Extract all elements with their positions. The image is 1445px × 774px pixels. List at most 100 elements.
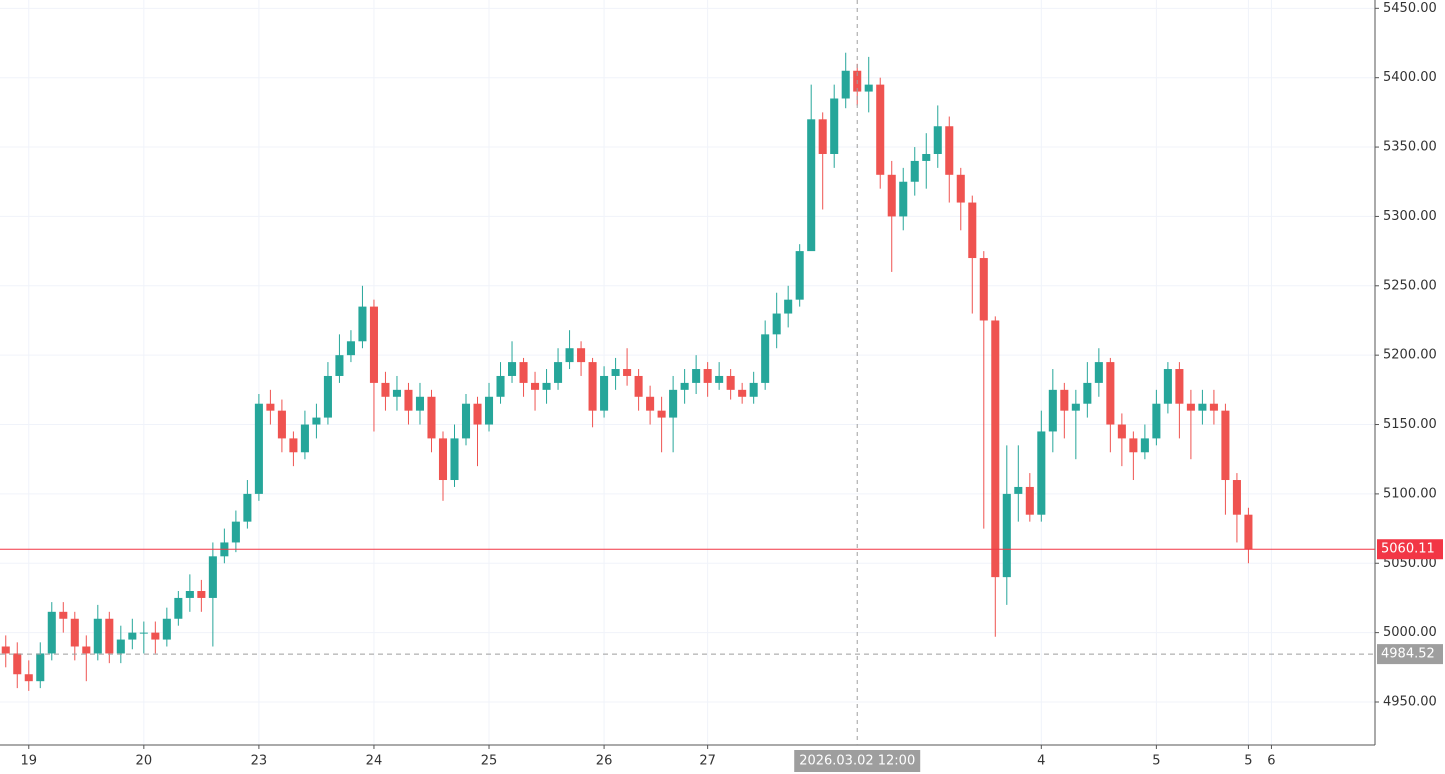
candle-body [1106, 362, 1115, 425]
candle-body [323, 375, 332, 418]
candle-body [1094, 362, 1103, 383]
candle-body [151, 632, 160, 640]
candle-body [266, 403, 275, 411]
x-tick-label: 5 [1244, 754, 1252, 769]
candle-body [807, 119, 816, 252]
candle-body [415, 396, 425, 411]
candle-body [335, 355, 344, 376]
candle-body [484, 396, 494, 425]
candle-body [979, 258, 988, 321]
marked-price-label: 4984.52 [1381, 647, 1435, 662]
candle-body [128, 632, 137, 640]
candle-body [1209, 403, 1218, 411]
crosshair-label: 2026.03.02 12:00 [799, 754, 915, 769]
candle-body [956, 174, 965, 203]
candle-body [1175, 369, 1184, 404]
candle-body [243, 493, 252, 522]
candle-body [36, 653, 45, 682]
candle-body [47, 611, 56, 654]
candle-body [312, 417, 321, 425]
candle-body [749, 382, 758, 397]
candle-body [24, 674, 33, 682]
candle-body [1060, 389, 1069, 411]
candle-body [680, 382, 689, 390]
candle-body [1198, 403, 1207, 411]
candle-body [208, 556, 217, 598]
candle-body [289, 438, 298, 453]
candle-body [945, 126, 954, 175]
candle-body [70, 618, 79, 647]
candle-body [346, 341, 355, 356]
candle-body [1129, 438, 1138, 453]
candle-body [922, 153, 931, 161]
candle-body [1152, 403, 1161, 439]
candle-body [542, 382, 551, 390]
candle-body [991, 320, 1000, 578]
y-tick-label: 5250.00 [1383, 278, 1437, 293]
candle-body [381, 382, 390, 397]
candle-body [59, 611, 68, 619]
candle-body [738, 389, 747, 397]
candle-body [565, 348, 574, 363]
candle-body [1014, 486, 1023, 494]
candle-body [1221, 410, 1230, 481]
candle-body [899, 181, 908, 217]
x-tick-label: 27 [699, 754, 716, 769]
candle-body [508, 362, 517, 376]
candle-body [162, 618, 171, 640]
candle-body [93, 618, 102, 654]
candle-body [864, 84, 873, 92]
candle-body [588, 362, 597, 411]
x-tick-label: 20 [136, 754, 153, 769]
x-tick-label: 6 [1267, 754, 1275, 769]
candle-body [1083, 382, 1092, 404]
candle-body [1, 646, 10, 654]
candle-body [1163, 369, 1172, 404]
candle-body [554, 362, 563, 383]
candle-body [830, 98, 839, 154]
y-tick-label: 5200.00 [1383, 348, 1437, 363]
candle-body [450, 438, 459, 481]
candle-body [600, 375, 609, 411]
candle-body [461, 403, 471, 439]
x-tick-label: 4 [1037, 754, 1045, 769]
y-tick-label: 5450.00 [1383, 1, 1437, 16]
candle-body [300, 424, 309, 453]
candle-body [197, 591, 206, 598]
candle-body [634, 375, 643, 397]
candle-body [277, 410, 286, 439]
y-tick-label: 5000.00 [1383, 625, 1437, 640]
crosshair-badge [794, 750, 921, 772]
y-tick-label: 5100.00 [1383, 486, 1437, 501]
x-tick-label: 24 [366, 754, 383, 769]
candle-body [703, 369, 712, 383]
candle-body [623, 369, 632, 376]
candle-body [1186, 403, 1195, 411]
candle-body [13, 653, 22, 675]
candle-body [231, 521, 240, 543]
candle-body [531, 382, 540, 390]
candle-body [910, 160, 919, 182]
candle-body [876, 84, 885, 175]
marked-price-badge [1377, 644, 1443, 665]
candle-body [577, 348, 586, 363]
candle-body [1244, 514, 1253, 550]
candle-body [657, 410, 666, 418]
candle-body [392, 389, 401, 397]
candle-body [818, 119, 827, 154]
candle-body [519, 362, 528, 383]
y-tick-label: 5050.00 [1383, 556, 1437, 571]
candle-body [841, 70, 850, 99]
candle-body [692, 369, 701, 383]
candle-body [369, 306, 378, 383]
candle-body [174, 597, 183, 619]
candle-body [473, 403, 482, 425]
candle-body [968, 202, 977, 259]
candle-body [795, 251, 804, 300]
last-price-label: 5060.11 [1381, 542, 1435, 557]
candle-body [761, 334, 770, 383]
y-tick-label: 5150.00 [1383, 417, 1437, 432]
candle-body [1140, 438, 1149, 453]
x-tick-label: 26 [596, 754, 613, 769]
candle-body [1071, 403, 1080, 411]
